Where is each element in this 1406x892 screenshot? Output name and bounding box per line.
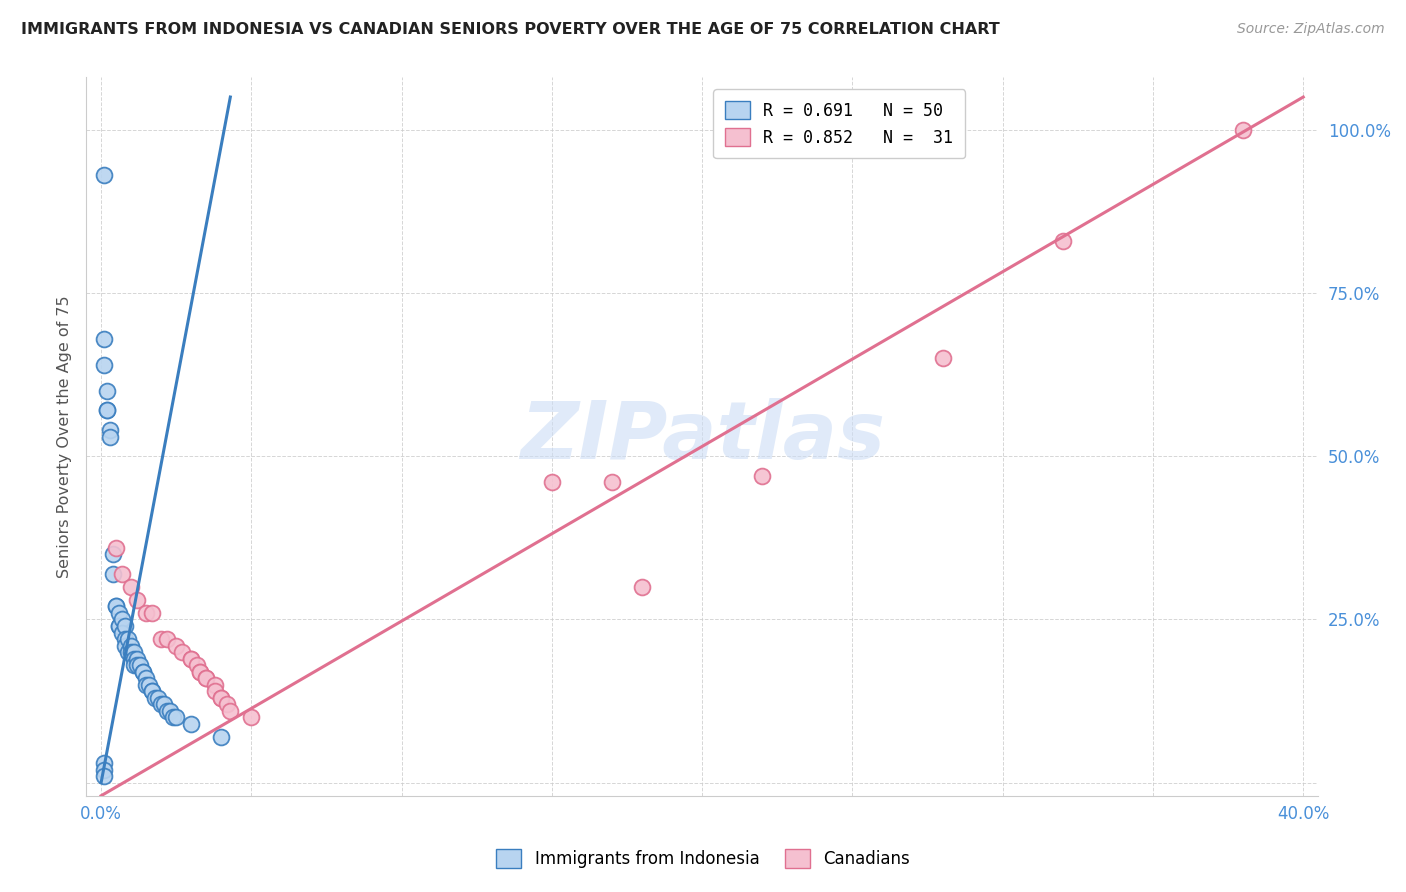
Point (108, 619, 131, 633)
Point (156, 704, 179, 718)
Text: Source: ZipAtlas.com: Source: ZipAtlas.com (1237, 22, 1385, 37)
Text: IMMIGRANTS FROM INDONESIA VS CANADIAN SENIORS POVERTY OVER THE AGE OF 75 CORRELA: IMMIGRANTS FROM INDONESIA VS CANADIAN SE… (21, 22, 1000, 37)
Point (209, 690, 232, 705)
Point (162, 710, 184, 724)
Point (114, 639, 136, 653)
Point (111, 625, 134, 640)
Point (111, 612, 134, 626)
Point (108, 606, 131, 620)
Point (219, 704, 242, 718)
Point (96, 384, 118, 398)
Point (204, 678, 226, 692)
Point (165, 710, 187, 724)
Point (188, 665, 211, 679)
Point (117, 632, 139, 646)
Point (141, 684, 163, 698)
Point (141, 606, 163, 620)
Point (217, 698, 239, 712)
Point (141, 684, 163, 698)
Point (135, 678, 157, 692)
Point (148, 690, 170, 705)
Point (105, 599, 128, 614)
Point (129, 658, 152, 673)
Point (180, 651, 202, 665)
Point (541, 475, 564, 490)
Text: ZIPatlas: ZIPatlas (520, 398, 884, 475)
Point (143, 690, 166, 705)
Legend: Immigrants from Indonesia, Canadians: Immigrants from Indonesia, Canadians (489, 843, 917, 875)
Point (135, 606, 157, 620)
Point (195, 671, 218, 685)
Point (127, 592, 149, 607)
Point (98, 429, 121, 443)
Point (93, 358, 115, 372)
Point (150, 632, 173, 646)
Point (120, 639, 142, 653)
Point (93, 332, 115, 346)
Point (153, 698, 176, 712)
Point (101, 547, 124, 561)
Point (120, 580, 142, 594)
Point (209, 730, 232, 744)
Legend: R = 0.691   N = 50, R = 0.852   N =  31: R = 0.691 N = 50, R = 0.852 N = 31 (713, 89, 965, 159)
Point (122, 651, 145, 665)
Point (631, 580, 654, 594)
Point (138, 678, 160, 692)
Point (188, 665, 211, 679)
Point (105, 541, 128, 555)
Point (105, 599, 128, 614)
Point (111, 566, 134, 581)
Y-axis label: Seniors Poverty Over the Age of 75: Seniors Poverty Over the Age of 75 (58, 295, 72, 578)
Point (931, 351, 953, 366)
Point (751, 468, 773, 483)
Point (600, 475, 623, 490)
Point (132, 665, 155, 679)
Point (132, 665, 155, 679)
Point (180, 651, 202, 665)
Point (93, 763, 115, 777)
Point (93, 169, 115, 183)
Point (96, 403, 118, 417)
Point (1232, 122, 1254, 136)
Point (186, 658, 208, 673)
Point (195, 671, 218, 685)
Point (172, 645, 194, 659)
Point (98, 423, 121, 437)
Point (165, 639, 187, 653)
Point (93, 769, 115, 783)
Point (122, 658, 145, 673)
Point (204, 684, 226, 698)
Point (114, 619, 136, 633)
Point (101, 566, 124, 581)
Point (156, 632, 179, 646)
Point (1052, 234, 1074, 248)
Point (180, 717, 202, 731)
Point (96, 403, 118, 417)
Point (135, 671, 157, 685)
Point (108, 619, 131, 633)
Point (122, 645, 145, 659)
Point (120, 645, 142, 659)
Point (150, 698, 173, 712)
Point (93, 756, 115, 771)
Point (114, 632, 136, 646)
Point (127, 651, 149, 665)
Point (127, 658, 149, 673)
Point (117, 645, 139, 659)
Point (209, 690, 232, 705)
Point (159, 704, 181, 718)
Point (240, 710, 263, 724)
